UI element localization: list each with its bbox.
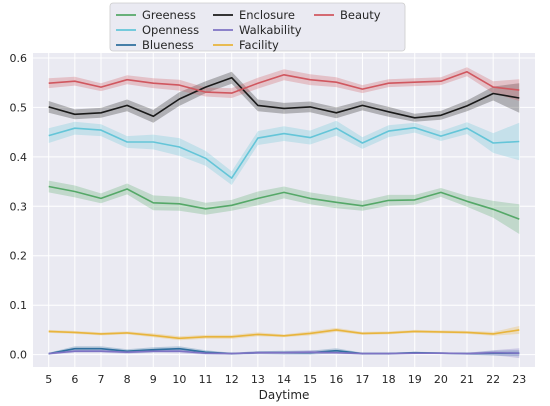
x-tick-label: 10: [172, 373, 186, 386]
series-line: [48, 126, 520, 179]
x-tick-label: 8: [124, 373, 131, 386]
x-tick-label: 18: [382, 373, 396, 386]
legend-label: Greeness: [142, 8, 196, 22]
series-line: [48, 329, 520, 340]
y-tick-label: 0.0: [10, 349, 28, 362]
series-lines: [48, 71, 520, 355]
series-line: [48, 76, 520, 119]
legend-label: Blueness: [142, 38, 194, 52]
x-tick-label: 13: [251, 373, 265, 386]
series-line: [48, 71, 520, 94]
x-tick-label: 19: [408, 373, 422, 386]
y-tick-label: 0.2: [10, 250, 28, 263]
x-tick-label: 5: [45, 373, 52, 386]
legend-label: Beauty: [340, 8, 381, 22]
legend-label: Enclosure: [239, 8, 295, 22]
legend-label: Walkability: [239, 23, 302, 37]
y-axis-ticks: 0.0 0.1 0.2 0.3 0.4 0.5 0.6: [10, 52, 28, 362]
confidence-band: [48, 71, 520, 123]
x-tick-label: 15: [303, 373, 317, 386]
x-tick-label: 7: [97, 373, 104, 386]
series-line: [48, 350, 520, 355]
x-tick-label: 9: [150, 373, 157, 386]
x-tick-label: 21: [460, 373, 474, 386]
y-tick-label: 0.6: [10, 52, 28, 65]
legend-label: Openness: [142, 23, 199, 37]
confidence-band: [48, 120, 520, 185]
y-tick-label: 0.1: [10, 299, 28, 312]
legend-label: Facility: [239, 38, 279, 52]
x-axis-title: Daytime: [259, 388, 310, 402]
x-tick-label: 17: [355, 373, 369, 386]
series-line: [48, 185, 520, 220]
x-tick-label: 12: [225, 373, 239, 386]
x-tick-label: 23: [512, 373, 526, 386]
y-tick-label: 0.5: [10, 101, 28, 114]
x-tick-label: 22: [486, 373, 500, 386]
y-tick-label: 0.4: [10, 151, 28, 164]
confidence-band: [48, 180, 520, 234]
x-axis-ticks: 5 6 7 8 9 10 11 12 13 14 15 16 17 18 19 20 21 22 23: [45, 373, 526, 386]
x-tick-label: 16: [329, 373, 343, 386]
x-tick-label: 14: [277, 373, 291, 386]
x-tick-label: 20: [434, 373, 448, 386]
grid: [33, 53, 535, 367]
x-tick-label: 6: [71, 373, 78, 386]
y-tick-label: 0.3: [10, 200, 28, 213]
x-tick-label: 11: [199, 373, 213, 386]
